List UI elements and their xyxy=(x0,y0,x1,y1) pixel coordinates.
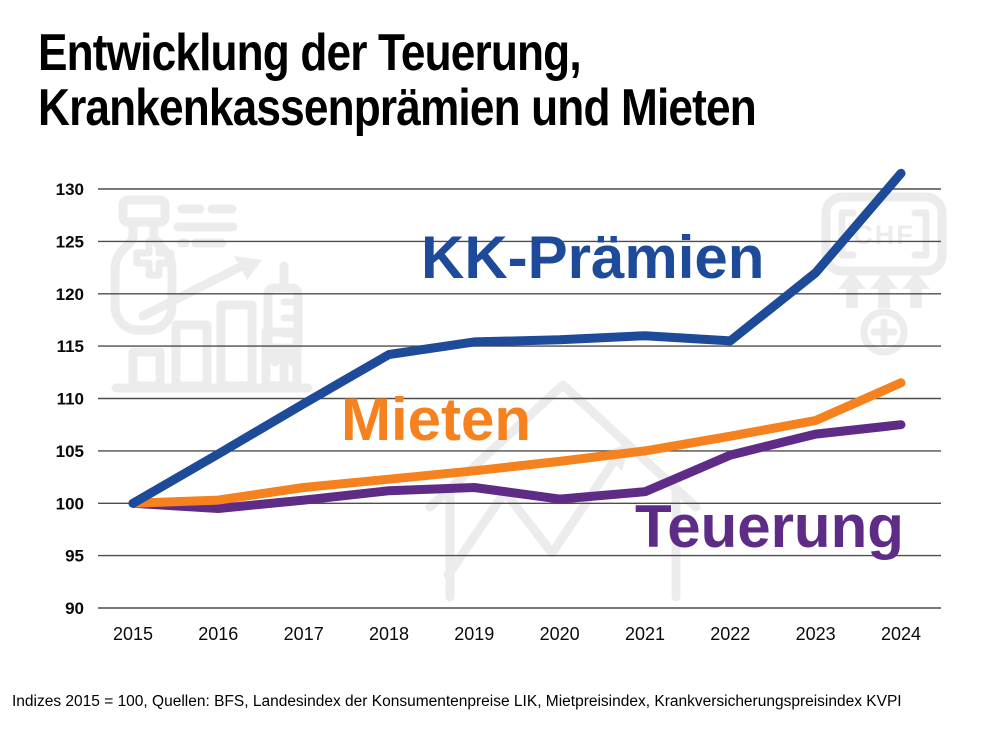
x-tick-label: 2017 xyxy=(284,624,324,644)
x-tick-label: 2024 xyxy=(881,624,921,644)
x-tick-label: 2023 xyxy=(796,624,836,644)
x-tick-label: 2022 xyxy=(710,624,750,644)
chart-title: Entwicklung der Teuerung, Krankenkassenp… xyxy=(38,24,757,137)
y-tick-label: 105 xyxy=(56,442,84,461)
source-note: Indizes 2015 = 100, Quellen: BFS, Landes… xyxy=(12,693,902,710)
y-tick-label: 120 xyxy=(56,285,84,304)
chf-price-watermark-icon: CHF xyxy=(821,192,947,356)
medicine-costs-watermark-icon xyxy=(110,195,313,393)
y-tick-label: 90 xyxy=(65,599,84,618)
y-tick-label: 115 xyxy=(57,337,84,356)
x-tick-label: 2018 xyxy=(369,624,409,644)
chart-title-line1: Entwicklung der Teuerung, xyxy=(38,24,582,82)
x-tick-label: 2021 xyxy=(625,624,665,644)
x-tick-label: 2016 xyxy=(198,624,238,644)
x-tick-label: 2019 xyxy=(454,624,494,644)
y-tick-label: 100 xyxy=(56,494,84,513)
x-tick-label: 2015 xyxy=(113,624,153,644)
chart-title-line2: Krankenkassenprämien und Mieten xyxy=(38,79,757,137)
y-tick-label: 130 xyxy=(56,180,84,199)
y-tick-label: 110 xyxy=(57,390,84,409)
series-line-kk-praemien xyxy=(128,168,906,508)
series-label-teuerung: Teuerung xyxy=(635,493,904,560)
series-label-mieten: Mieten xyxy=(341,386,532,453)
series-label-kk-praemien: KK-Prämien xyxy=(421,224,765,291)
x-tick-label: 2020 xyxy=(540,624,580,644)
y-tick-label: 95 xyxy=(65,547,84,566)
y-tick-label: 125 xyxy=(56,232,84,251)
chf-watermark-label: CHF xyxy=(853,220,915,250)
syringe-icon xyxy=(263,261,303,387)
